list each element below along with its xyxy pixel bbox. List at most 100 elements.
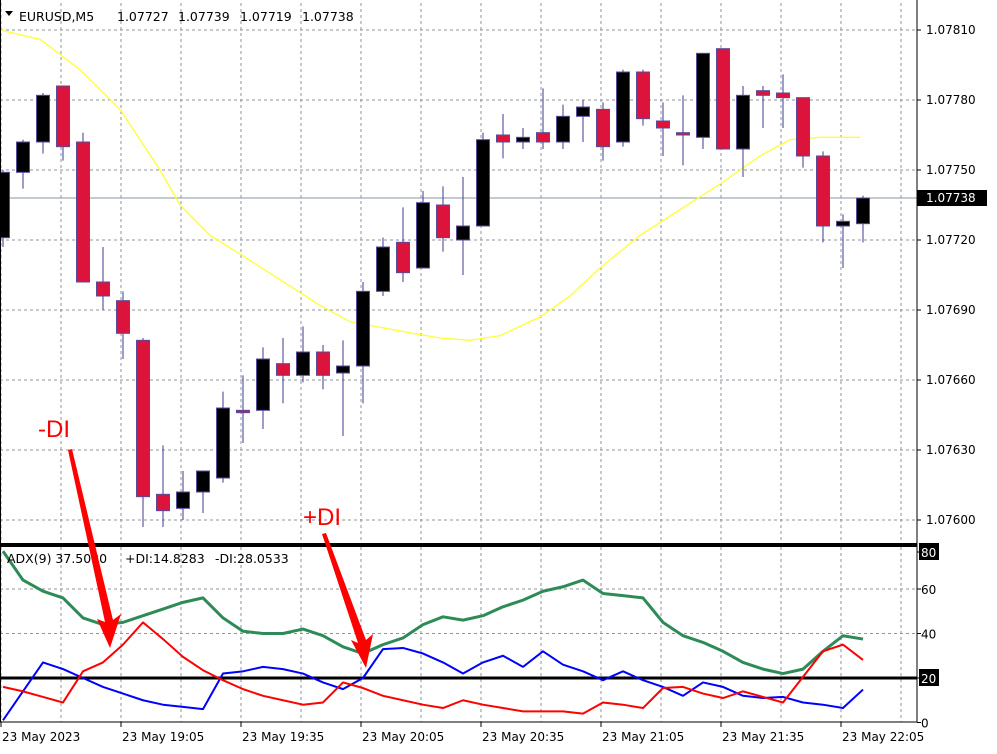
candle[interactable] bbox=[616, 69, 630, 147]
adx-line bbox=[1, 550, 864, 676]
adx-axis-label: 80 bbox=[921, 546, 936, 560]
candle[interactable] bbox=[676, 95, 690, 166]
candle-body bbox=[496, 134, 510, 143]
price-axis-label: 1.07780 bbox=[926, 93, 976, 107]
price-axis-label: 1.07630 bbox=[926, 443, 976, 457]
candle[interactable] bbox=[256, 347, 270, 429]
grid bbox=[0, 3, 917, 722]
ohlc-low: 1.07719 bbox=[240, 9, 292, 24]
candle[interactable] bbox=[636, 69, 650, 126]
plus-di-line bbox=[2, 646, 864, 721]
dropdown-triangle-icon[interactable] bbox=[5, 11, 13, 16]
price-axis-label: 1.07750 bbox=[926, 163, 976, 177]
price-chart[interactable] bbox=[0, 29, 917, 527]
candle-body bbox=[456, 225, 470, 241]
candle[interactable] bbox=[736, 86, 750, 177]
candle-body bbox=[56, 85, 70, 148]
candle-body bbox=[676, 132, 690, 136]
adx-value: ADX(9) 37.5030 bbox=[7, 551, 107, 566]
candle-body bbox=[0, 171, 10, 239]
candle[interactable] bbox=[496, 114, 510, 159]
candle[interactable] bbox=[156, 445, 170, 527]
candle[interactable] bbox=[816, 151, 830, 243]
candle-body bbox=[776, 92, 790, 99]
candle[interactable] bbox=[96, 247, 110, 310]
axes: 1.07810 1.07780 1.07750 1.07720 1.07690 1.076… bbox=[0, 0, 987, 744]
adx-axis-label: 40 bbox=[921, 628, 936, 642]
candle[interactable] bbox=[396, 207, 410, 282]
candle-body bbox=[696, 52, 710, 138]
plus-di-annotation-label: +DI bbox=[303, 504, 341, 531]
adx-panel[interactable] bbox=[0, 543, 917, 721]
moving-average-line bbox=[0, 29, 860, 341]
candle-body bbox=[96, 281, 110, 297]
candle[interactable] bbox=[356, 282, 370, 404]
candle[interactable] bbox=[56, 85, 70, 161]
candle[interactable] bbox=[196, 470, 210, 513]
time-axis-label: 23 May 21:05 bbox=[602, 730, 684, 744]
candle[interactable] bbox=[436, 186, 450, 252]
candle-body bbox=[356, 290, 370, 367]
candle[interactable] bbox=[336, 340, 350, 436]
candle[interactable] bbox=[796, 97, 810, 168]
time-axis-label: 23 May 19:35 bbox=[242, 730, 324, 744]
candle[interactable] bbox=[476, 132, 490, 227]
candle-body bbox=[296, 351, 310, 376]
candle[interactable] bbox=[716, 48, 730, 150]
candle-body bbox=[416, 202, 430, 269]
candle-body bbox=[856, 197, 870, 225]
ohlc-open: 1.07727 bbox=[117, 9, 169, 24]
candle[interactable] bbox=[36, 93, 50, 154]
annotation-plus-di: +DI bbox=[303, 504, 373, 668]
candle-body bbox=[156, 493, 170, 512]
candle[interactable] bbox=[316, 345, 330, 390]
candle[interactable] bbox=[176, 471, 190, 520]
candle[interactable] bbox=[296, 326, 310, 383]
candle[interactable] bbox=[76, 132, 90, 283]
candle[interactable] bbox=[16, 139, 30, 189]
candle[interactable] bbox=[776, 74, 790, 128]
candle-body bbox=[436, 204, 450, 239]
candle-body bbox=[336, 365, 350, 374]
current-price-label-bg bbox=[917, 190, 987, 206]
candle[interactable] bbox=[376, 237, 390, 296]
price-axis-label: 1.07690 bbox=[926, 303, 976, 317]
candle-body bbox=[276, 363, 290, 376]
price-axis-label: 1.07600 bbox=[926, 513, 976, 527]
candle[interactable] bbox=[0, 170, 10, 247]
candle[interactable] bbox=[536, 88, 550, 149]
candle[interactable] bbox=[576, 100, 590, 142]
candle[interactable] bbox=[756, 86, 770, 128]
candle[interactable] bbox=[696, 52, 710, 149]
candle[interactable] bbox=[836, 214, 850, 268]
candle-body bbox=[836, 220, 850, 227]
candle[interactable] bbox=[116, 291, 130, 359]
candle[interactable] bbox=[516, 128, 530, 149]
candle[interactable] bbox=[596, 102, 610, 161]
candle[interactable] bbox=[276, 338, 290, 404]
candle[interactable] bbox=[416, 191, 430, 269]
time-axis-label: 23 May 20:05 bbox=[362, 730, 444, 744]
minus-di-value: -DI:28.0533 bbox=[215, 551, 289, 566]
candle[interactable] bbox=[216, 391, 230, 483]
candle[interactable] bbox=[656, 102, 670, 156]
candle-body bbox=[816, 155, 830, 227]
candle[interactable] bbox=[456, 177, 470, 275]
candle[interactable] bbox=[856, 195, 870, 243]
candle-body bbox=[576, 106, 590, 117]
candle-body bbox=[476, 139, 490, 227]
candle-body bbox=[396, 241, 410, 274]
price-axis-label: 1.07660 bbox=[926, 373, 976, 387]
time-axis-label: 23 May 22:05 bbox=[842, 730, 924, 744]
minus-di-annotation-label: -DI bbox=[38, 416, 70, 443]
candle-body bbox=[176, 491, 190, 509]
adx-axis-label: 0 bbox=[921, 717, 929, 731]
candle-body bbox=[516, 136, 530, 143]
time-axis-label: 23 May 21:35 bbox=[722, 730, 804, 744]
candle[interactable] bbox=[136, 338, 150, 527]
candle-body bbox=[636, 71, 650, 120]
candle[interactable] bbox=[556, 104, 570, 149]
candle[interactable] bbox=[236, 375, 250, 443]
candle-body bbox=[196, 470, 210, 493]
